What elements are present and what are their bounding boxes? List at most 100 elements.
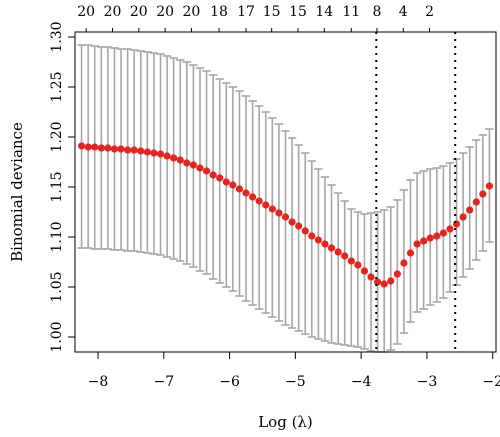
data-point — [354, 261, 362, 269]
error-bar — [366, 212, 376, 352]
error-bar — [274, 123, 284, 322]
data-point — [472, 198, 480, 206]
data-point — [485, 182, 494, 190]
error-bar — [235, 90, 244, 297]
data-point — [479, 190, 487, 198]
data-point — [406, 249, 415, 257]
top-tick-label: 2 — [425, 4, 434, 20]
data-point — [380, 280, 388, 288]
top-tick-label: 20 — [183, 4, 201, 20]
top-tick-label: 15 — [289, 4, 307, 20]
data-point — [393, 270, 401, 278]
data-point — [137, 147, 145, 155]
top-tick-label: 8 — [372, 4, 381, 20]
data-point — [301, 227, 309, 235]
x-tick-label: −8 — [88, 374, 109, 390]
data-point — [124, 146, 132, 154]
data-point — [281, 213, 290, 221]
error-bar — [347, 208, 356, 347]
error-bar — [314, 168, 323, 340]
x-tick-label: −5 — [285, 374, 306, 390]
error-bar — [261, 111, 270, 314]
data-point — [387, 277, 395, 285]
data-point — [439, 229, 447, 237]
top-axis: 20 20 20 20 20 18 17 15 15 14 11 8 4 2 — [77, 4, 434, 32]
top-tick-label: 15 — [263, 4, 281, 20]
data-point — [130, 146, 138, 154]
data-point — [143, 148, 151, 156]
data-point — [117, 145, 125, 153]
data-point — [249, 193, 257, 201]
top-tick-label: 20 — [130, 4, 148, 20]
data-point — [308, 232, 316, 240]
data-point — [327, 244, 336, 252]
data-point — [77, 142, 86, 150]
y-axis-title: Binomial deviance — [8, 122, 26, 262]
data-points — [77, 142, 494, 288]
data-point — [268, 205, 276, 213]
top-tick-label: 14 — [315, 4, 333, 20]
data-point — [216, 174, 224, 182]
data-point — [255, 197, 263, 205]
top-tick-label: 20 — [156, 4, 174, 20]
x-axis: −8 −7 −6 −5 −4 −3 −2 — [88, 351, 500, 390]
data-point — [104, 144, 112, 152]
reference-lines — [375, 32, 457, 352]
data-point — [202, 167, 211, 175]
top-tick-label: 17 — [237, 4, 255, 20]
data-point — [275, 209, 283, 217]
data-point — [452, 220, 461, 228]
data-point — [262, 201, 270, 209]
data-point — [295, 222, 303, 230]
data-point — [459, 213, 467, 221]
error-bar — [268, 117, 277, 318]
data-point — [433, 232, 441, 240]
data-point — [360, 267, 369, 275]
data-point — [400, 259, 408, 267]
data-point — [235, 185, 244, 193]
error-bar — [254, 105, 264, 310]
error-bar — [301, 152, 310, 335]
x-tick-label: −3 — [417, 374, 438, 390]
data-point — [156, 150, 165, 158]
error-bar — [241, 95, 251, 302]
y-tick-label: 1.30 — [49, 21, 65, 52]
error-bar — [333, 192, 343, 345]
top-tick-label: 4 — [399, 4, 408, 20]
data-point — [196, 164, 204, 172]
data-point — [150, 149, 158, 157]
error-bar — [340, 200, 349, 346]
data-point — [314, 236, 322, 244]
data-point — [420, 237, 428, 245]
y-tick-label: 1.15 — [49, 171, 65, 202]
error-bar — [320, 176, 330, 342]
data-point — [334, 248, 342, 256]
data-point — [466, 206, 474, 214]
data-point — [97, 144, 105, 152]
data-point — [347, 257, 355, 265]
data-point — [91, 143, 99, 151]
top-tick-label: 18 — [210, 4, 228, 20]
data-point — [321, 240, 329, 248]
data-point — [367, 273, 375, 281]
error-bar — [248, 100, 257, 306]
data-point — [163, 152, 171, 160]
x-tick-label: −7 — [153, 374, 174, 390]
top-tick-label: 11 — [342, 4, 360, 20]
data-point — [413, 240, 421, 248]
x-tick-label: −4 — [351, 374, 372, 390]
data-point — [373, 278, 382, 286]
y-tick-label: 1.10 — [49, 221, 65, 252]
data-point — [183, 159, 191, 167]
error-bar — [294, 144, 303, 332]
error-bar — [307, 160, 317, 338]
data-point — [229, 181, 237, 189]
data-point — [426, 234, 434, 242]
data-point — [110, 145, 119, 153]
error-bar — [353, 211, 363, 348]
data-point — [176, 156, 184, 164]
y-tick-label: 1.00 — [49, 321, 65, 352]
data-point — [189, 161, 198, 169]
data-point — [341, 252, 349, 260]
